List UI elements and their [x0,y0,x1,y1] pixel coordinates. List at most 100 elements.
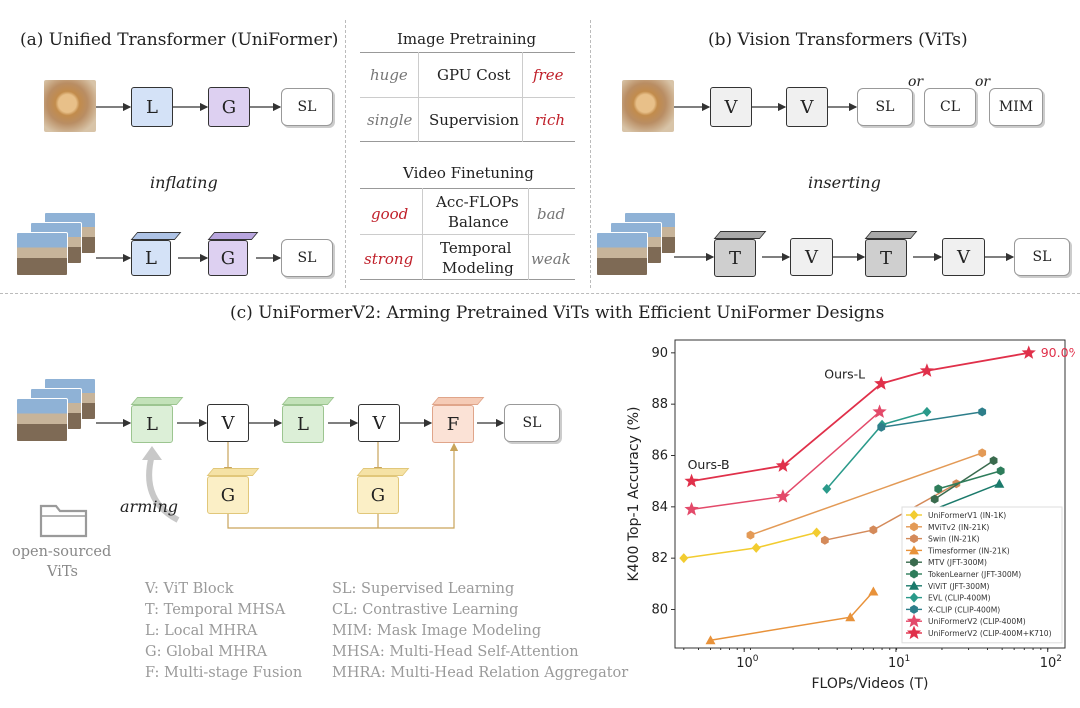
inserting-label: inserting [808,173,881,192]
local-cube-c2: L [282,405,324,443]
y-tick-label: 84 [651,500,668,515]
temporal-label-1: Temporal [440,239,512,257]
vit-block-b2: V [786,87,828,127]
data-point [746,530,755,540]
legend-entry: UniFormerV1 (IN-1K) [928,511,1006,520]
divider-horizontal [0,293,1080,294]
sl-output-b: SL [857,88,913,126]
legend-right-0: SL: Supervised Learning [332,581,515,597]
data-point [934,484,943,494]
legend-swatch-marker [909,545,919,555]
fusion-cube: F [432,405,474,443]
legend-swatch-marker [909,510,919,520]
global-cube-c2: G [357,476,399,514]
legend-swatch-marker [909,580,919,590]
global-cube-c1-top [206,468,260,476]
data-point [869,525,878,535]
annotation-best: 90.0% [1041,345,1075,360]
acc-flops-label-2: Balance [448,213,509,231]
sl-output-b2: SL [1014,238,1070,276]
legend-right-4: MHRA: Multi-Head Relation Aggregator [332,665,629,681]
local-cube-c1: L [131,405,173,443]
legend-box [901,506,1063,644]
data-point [775,489,791,503]
data-point [978,407,987,417]
data-point [989,456,998,466]
video-frames-c-3 [16,398,68,442]
data-point [845,612,856,622]
series-line [750,452,983,536]
vit-block-b4: V [942,238,985,276]
sl-output-c: SL [504,404,560,442]
input-image-cat-b [622,80,674,132]
global-cube-c2-top [356,468,410,476]
folder-icon [39,504,88,538]
data-point [679,553,689,564]
legend-swatch-marker [906,613,922,628]
data-point [684,473,699,488]
x-tick-label: 101 [888,654,910,671]
table-bottom [360,188,575,280]
table-top [360,52,575,142]
fusion-cube-top [431,397,485,405]
acc-flops-right: bad [537,205,566,223]
global-cube-a-top [207,232,259,240]
data-point [996,466,1005,476]
legend-entry: MTV (JFT-300M) [928,558,987,567]
image-pretraining-title: Image Pretraining [397,30,537,48]
supervision-label: Supervision [429,111,520,129]
data-point [820,535,829,545]
legend-swatch-marker [910,557,918,567]
series-line [881,411,983,429]
legend-entry: Swin (IN-21K) [928,535,980,544]
data-point [930,494,939,504]
legend-right-3: MHSA: Multi-Head Self-Attention [332,644,579,660]
legend-entry: MViTv2 (IN-21K) [928,523,989,532]
vit-block-b3: V [790,238,833,276]
supervision-left: single [367,111,413,129]
legend-entry: Timesformer (IN-21K) [927,546,1010,555]
temporal-cube-b2-top [864,231,918,239]
supervision-right: rich [535,111,566,129]
legend-left-4: F: Multi-stage Fusion [145,665,303,681]
cl-output-b: CL [924,88,976,126]
legend-swatch-marker [910,569,918,579]
global-block-a: G [208,87,250,127]
data-point [1021,345,1036,359]
data-point [812,527,822,538]
video-frames-b-3 [596,232,648,276]
legend-entry: EVL (CLIP-400M) [928,594,991,603]
legend-swatch-marker [910,534,918,544]
divider-vertical-left [345,20,346,288]
vit-block-c1: V [207,404,249,442]
vit-block-c2: V [358,404,400,442]
acc-flops-label-1: Acc-FLOPs [436,193,519,211]
local-cube-a: L [131,240,171,276]
legend-entry: UniFormerV2 (CLIP-400M+K710) [928,629,1052,638]
legend-entry: TokenLearner (JFT-300M) [927,570,1021,579]
temporal-cube-b1: T [714,239,756,277]
y-tick-label: 82 [651,551,668,566]
y-tick-label: 90 [651,346,668,361]
local-cube-c2-top [281,397,335,405]
temporal-left: strong [364,250,414,268]
data-point [705,635,716,645]
inflating-label: inflating [150,173,218,192]
data-point [922,406,932,417]
or-label-1: or [908,74,924,90]
temporal-cube-b1-top [713,231,767,239]
temporal-label-2: Modeling [442,259,514,277]
annotation-ours-l: Ours-L [824,367,865,382]
legend-right-1: CL: Contrastive Learning [332,602,519,618]
data-point [877,422,886,432]
data-point [751,542,761,553]
series-line [934,460,995,500]
annotation-ours-b: Ours-B [688,457,730,472]
legend-swatch-marker [910,604,918,614]
vits-label: ViTs [47,564,78,580]
y-tick-label: 86 [651,449,668,464]
gpu-cost-label: GPU Cost [437,66,511,84]
data-point [874,376,889,390]
open-sourced-label: open-sourced [12,544,112,560]
data-point [822,483,832,494]
